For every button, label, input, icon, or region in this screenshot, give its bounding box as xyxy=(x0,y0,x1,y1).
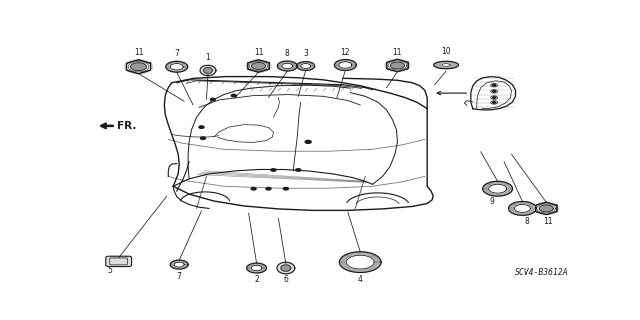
Polygon shape xyxy=(246,60,271,72)
Circle shape xyxy=(493,91,495,92)
Polygon shape xyxy=(277,262,295,274)
Text: FR.: FR. xyxy=(117,121,136,131)
Circle shape xyxy=(296,169,301,171)
FancyBboxPatch shape xyxy=(106,256,132,267)
Text: 1: 1 xyxy=(205,53,211,62)
Circle shape xyxy=(231,94,236,97)
Text: 11: 11 xyxy=(134,48,143,57)
Text: 11: 11 xyxy=(393,48,402,57)
Polygon shape xyxy=(339,252,381,272)
Polygon shape xyxy=(537,204,556,213)
Polygon shape xyxy=(509,202,536,215)
Circle shape xyxy=(211,98,216,101)
Text: SCV4-B3612A: SCV4-B3612A xyxy=(515,268,568,277)
Circle shape xyxy=(493,97,495,98)
Polygon shape xyxy=(335,60,356,70)
Circle shape xyxy=(199,126,204,128)
Circle shape xyxy=(271,169,276,171)
Polygon shape xyxy=(125,60,152,74)
Polygon shape xyxy=(249,61,268,71)
Polygon shape xyxy=(277,61,297,71)
Text: 11: 11 xyxy=(254,48,263,57)
Polygon shape xyxy=(246,263,266,273)
Text: 12: 12 xyxy=(340,48,350,57)
Polygon shape xyxy=(540,205,553,212)
Text: 7: 7 xyxy=(174,49,179,58)
Polygon shape xyxy=(252,62,266,69)
Polygon shape xyxy=(390,62,404,69)
Polygon shape xyxy=(170,64,183,70)
Text: 7: 7 xyxy=(177,272,182,281)
Polygon shape xyxy=(515,204,531,212)
Polygon shape xyxy=(170,260,188,269)
Polygon shape xyxy=(166,61,188,72)
Text: 9: 9 xyxy=(489,197,494,206)
Polygon shape xyxy=(388,61,407,70)
Polygon shape xyxy=(204,68,212,73)
Polygon shape xyxy=(281,265,291,271)
Circle shape xyxy=(284,188,289,190)
Polygon shape xyxy=(346,255,374,269)
Circle shape xyxy=(266,188,271,190)
Text: 6: 6 xyxy=(284,276,288,284)
Polygon shape xyxy=(534,202,559,215)
Polygon shape xyxy=(174,262,184,267)
Polygon shape xyxy=(297,61,315,70)
Text: 3: 3 xyxy=(303,49,308,58)
Text: 5: 5 xyxy=(108,266,112,275)
Polygon shape xyxy=(434,61,458,69)
Polygon shape xyxy=(489,184,507,193)
Polygon shape xyxy=(128,61,149,72)
Polygon shape xyxy=(282,63,292,69)
Polygon shape xyxy=(200,65,216,76)
Circle shape xyxy=(305,140,311,143)
Polygon shape xyxy=(483,181,513,196)
Circle shape xyxy=(200,137,205,140)
Text: 8: 8 xyxy=(285,49,290,58)
Text: 10: 10 xyxy=(441,47,451,56)
Polygon shape xyxy=(339,62,352,68)
Circle shape xyxy=(493,84,495,86)
Polygon shape xyxy=(251,265,262,271)
Circle shape xyxy=(251,188,256,190)
Polygon shape xyxy=(385,59,410,72)
Polygon shape xyxy=(442,64,450,66)
Polygon shape xyxy=(131,63,147,71)
Circle shape xyxy=(493,102,495,103)
Text: 11: 11 xyxy=(543,217,552,226)
Text: 2: 2 xyxy=(254,276,259,284)
Text: 8: 8 xyxy=(524,217,529,226)
Polygon shape xyxy=(301,64,310,68)
Text: 4: 4 xyxy=(358,276,363,284)
